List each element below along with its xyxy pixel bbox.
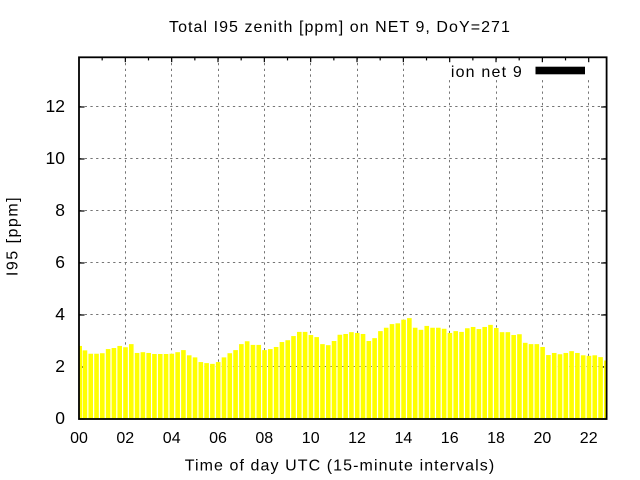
svg-text:10: 10 (302, 430, 320, 447)
svg-text:2: 2 (55, 356, 65, 376)
svg-text:16: 16 (441, 430, 459, 447)
svg-text:8: 8 (55, 200, 65, 220)
svg-text:10: 10 (46, 148, 66, 168)
svg-text:4: 4 (55, 304, 65, 324)
svg-text:6: 6 (55, 252, 65, 272)
svg-text:Time of day UTC (15-minute int: Time of day UTC (15-minute intervals) (185, 458, 496, 475)
svg-text:Total I95 zenith [ppm] on NET: Total I95 zenith [ppm] on NET 9, DoY=271 (169, 19, 511, 36)
svg-text:I95 [ppm]: I95 [ppm] (5, 196, 22, 276)
svg-text:ion net 9: ion net 9 (451, 64, 523, 81)
svg-text:14: 14 (395, 430, 413, 447)
svg-text:0: 0 (55, 408, 65, 428)
svg-text:08: 08 (255, 430, 273, 447)
svg-text:02: 02 (116, 430, 134, 447)
svg-text:12: 12 (46, 96, 65, 116)
svg-text:18: 18 (487, 430, 505, 447)
svg-text:00: 00 (70, 430, 88, 447)
svg-text:06: 06 (209, 430, 227, 447)
svg-text:22: 22 (580, 430, 598, 447)
svg-text:12: 12 (348, 430, 366, 447)
svg-text:20: 20 (534, 430, 552, 447)
svg-text:04: 04 (163, 430, 181, 447)
